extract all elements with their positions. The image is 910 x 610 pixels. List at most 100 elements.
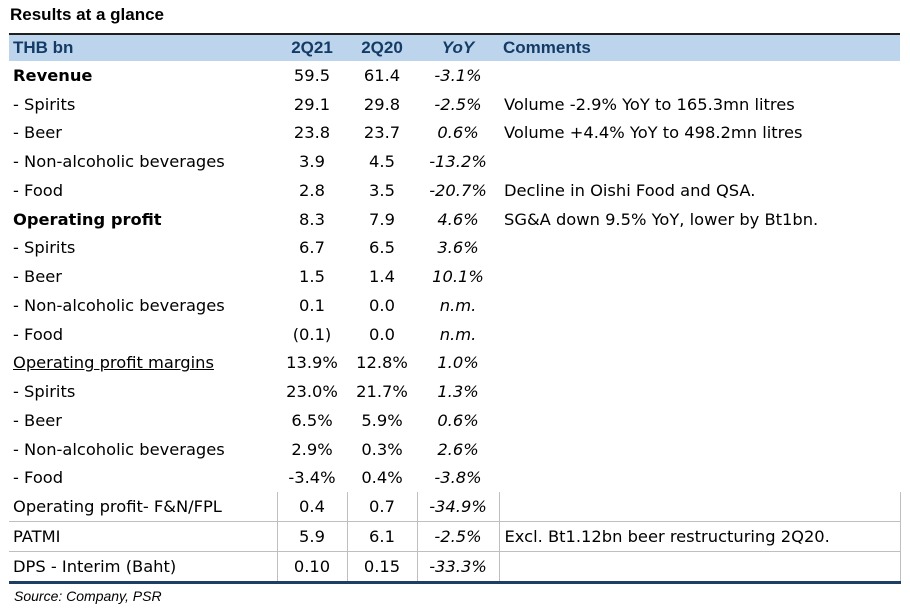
value-2q20-text: 0.7: [369, 497, 395, 517]
value-2q20-text: 29.8: [363, 94, 401, 114]
value-yoy-text: 2.6%: [437, 439, 479, 459]
value-yoy: -20.7%: [417, 176, 499, 205]
row-comment: Excl. Bt1.12bn beer restructuring 2Q20.: [499, 521, 901, 552]
header-yoy: YoY: [441, 38, 475, 57]
value-2q20-text: 12.8%: [356, 353, 408, 373]
value-2q20-text: 61.4: [363, 65, 401, 85]
value-yoy-text: n.m.: [439, 324, 477, 344]
row-comment: [499, 406, 900, 435]
value-2q21: 1.5: [277, 262, 347, 291]
value-2q21-text: (0.1): [292, 324, 332, 344]
value-2q20: 12.8%: [347, 349, 417, 378]
row-label: Operating profit: [9, 205, 277, 234]
value-yoy: -3.1%: [417, 61, 499, 90]
value-2q20-text: 5.9%: [361, 410, 403, 430]
table-row: - Spirits 6.7 6.5 3.6%: [9, 234, 900, 263]
value-yoy-text: 10.1%: [432, 267, 484, 287]
value-2q20: 0.15: [347, 551, 418, 584]
value-yoy: 3.6%: [417, 234, 499, 263]
value-yoy-text: -20.7%: [429, 180, 487, 200]
row-label-text: - Non-alcoholic beverages: [13, 295, 225, 315]
value-2q21: 2.8: [277, 176, 347, 205]
value-2q20-text: 1.4: [369, 267, 395, 287]
value-yoy: -13.2%: [417, 147, 499, 176]
row-comment: [499, 492, 901, 523]
row-label: - Non-alcoholic beverages: [9, 435, 277, 464]
value-2q20: 0.0: [347, 320, 417, 349]
row-label-text: DPS - Interim (Baht): [13, 556, 177, 576]
row-label-text: - Non-alcoholic beverages: [13, 439, 225, 459]
value-yoy-text: -2.5%: [434, 526, 482, 546]
value-2q21: 29.1: [277, 90, 347, 119]
value-2q21-text: 8.3: [299, 209, 325, 229]
value-2q20: 0.0: [347, 291, 417, 320]
value-2q20: 6.5: [347, 234, 417, 263]
value-yoy: 10.1%: [417, 262, 499, 291]
row-label-text: - Spirits: [13, 94, 76, 114]
value-2q21-text: 6.5%: [291, 410, 333, 430]
row-comment-text: Decline in Oishi Food and QSA.: [504, 180, 756, 200]
results-table: THB bn 2Q21 2Q20 YoY Comments Revenue 59.…: [9, 33, 901, 584]
value-yoy-text: -3.8%: [434, 468, 482, 488]
value-2q21: 0.1: [277, 291, 347, 320]
header-2q20: 2Q20: [361, 38, 403, 57]
row-label: - Beer: [9, 406, 277, 435]
value-yoy: n.m.: [417, 320, 499, 349]
value-2q21: 59.5: [277, 61, 347, 90]
value-2q20: 0.7: [347, 492, 418, 523]
value-yoy: 1.3%: [417, 377, 499, 406]
value-yoy: 2.6%: [417, 435, 499, 464]
value-2q21-text: 6.7: [299, 238, 325, 258]
table-row: - Beer 1.5 1.4 10.1%: [9, 262, 900, 291]
row-label-text: - Spirits: [13, 382, 76, 402]
row-comment: [499, 61, 900, 90]
value-yoy-text: n.m.: [439, 295, 477, 315]
row-label-text: - Beer: [13, 267, 62, 287]
value-2q21: 23.8: [277, 119, 347, 148]
value-2q20-text: 21.7%: [356, 382, 408, 402]
table-row: - Food 2.8 3.5 -20.7% Decline in Oishi Food …: [9, 176, 900, 205]
row-comment: [499, 234, 900, 263]
value-yoy-text: -3.1%: [434, 65, 482, 85]
source-note: Source: Company, PSR: [14, 588, 162, 604]
value-2q21-text: 3.9: [299, 152, 325, 172]
row-label-text: Operating profit: [13, 209, 162, 229]
value-2q20: 29.8: [347, 90, 417, 119]
value-2q20-text: 3.5: [369, 180, 395, 200]
row-comment-text: Volume +4.4% YoY to 498.2mn litres: [504, 123, 803, 143]
value-2q21: 3.9: [277, 147, 347, 176]
value-2q20-text: 4.5: [369, 152, 395, 172]
header-item: THB bn: [13, 38, 74, 57]
value-2q21-text: 1.5: [299, 267, 325, 287]
table-row: - Non-alcoholic beverages 3.9 4.5 -13.2%: [9, 147, 900, 176]
value-2q20: 0.4%: [347, 464, 417, 493]
value-2q20-text: 0.4%: [361, 468, 403, 488]
header-comments: Comments: [503, 38, 591, 57]
header-row: THB bn 2Q21 2Q20 YoY Comments: [9, 34, 900, 61]
value-2q21-text: 23.0%: [286, 382, 338, 402]
value-2q21-text: 2.8: [299, 180, 325, 200]
value-2q21-text: 0.4: [299, 497, 325, 517]
row-label: Revenue: [9, 61, 277, 90]
row-label-text: - Beer: [13, 410, 62, 430]
row-label-text: - Food: [13, 468, 64, 488]
row-comment: [499, 147, 900, 176]
value-yoy-text: -33.3%: [429, 556, 487, 576]
row-comment: [499, 349, 900, 378]
table-row: - Food -3.4% 0.4% -3.8%: [9, 464, 900, 493]
row-comment: Volume +4.4% YoY to 498.2mn litres: [499, 119, 900, 148]
row-label: - Beer: [9, 119, 277, 148]
value-yoy-text: 0.6%: [437, 410, 479, 430]
value-2q21: -3.4%: [277, 464, 347, 493]
value-yoy: 0.6%: [417, 119, 499, 148]
row-comment: [499, 320, 900, 349]
value-yoy: -2.5%: [417, 521, 500, 552]
value-2q20-text: 0.15: [363, 556, 401, 576]
value-2q21-text: 0.10: [293, 556, 331, 576]
value-2q20-text: 6.5: [369, 238, 395, 258]
value-2q20-text: 0.0: [369, 295, 395, 315]
value-yoy-text: -13.2%: [429, 152, 487, 172]
row-comment: [499, 291, 900, 320]
table-row: PATMI 5.9 6.1 -2.5% Excl. Bt1.12bn beer rest…: [9, 521, 901, 552]
value-2q21-text: 59.5: [293, 65, 331, 85]
